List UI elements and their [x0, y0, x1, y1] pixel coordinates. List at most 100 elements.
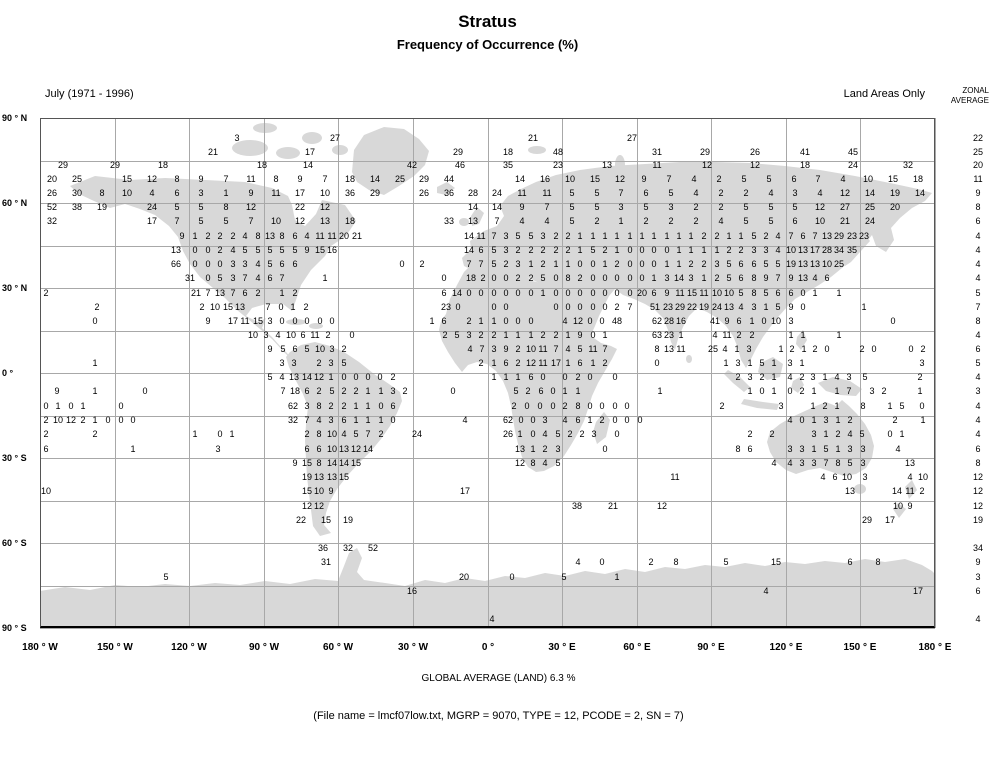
grid-value: 7	[265, 302, 271, 312]
grid-value: 1	[503, 330, 509, 340]
grid-value: 10	[564, 174, 576, 184]
grid-value: 2	[565, 231, 571, 241]
grid-value: 18	[344, 174, 356, 184]
grid-value: 12	[301, 501, 313, 511]
grid-value: 0	[612, 401, 618, 411]
grid-value: 0	[787, 386, 793, 396]
grid-value: 12	[514, 458, 526, 468]
grid-value: 3	[763, 245, 769, 255]
grid-value: 0	[466, 288, 472, 298]
grid-value: 0	[639, 259, 645, 269]
grid-value: 3	[555, 444, 561, 454]
grid-value: 13	[844, 486, 856, 496]
grid-value: 15	[338, 472, 350, 482]
grid-value: 8	[255, 231, 261, 241]
eurasia-shape	[470, 162, 932, 368]
grid-value: 20	[458, 572, 470, 582]
grid-value: 0	[577, 259, 583, 269]
grid-value: 3	[746, 344, 752, 354]
grid-value: 3	[515, 259, 521, 269]
grid-value: 2	[917, 372, 923, 382]
grid-value: 5	[569, 188, 575, 198]
grid-value: 4	[565, 344, 571, 354]
grid-value: 7	[666, 174, 672, 184]
grid-value: 8	[751, 288, 757, 298]
grid-value: 0	[503, 273, 509, 283]
lon-gridline	[935, 118, 936, 628]
grid-value: 4	[242, 231, 248, 241]
grid-value: 10	[40, 486, 52, 496]
grid-value: 7	[815, 174, 821, 184]
grid-value: 5	[766, 174, 772, 184]
sumatra-shape	[724, 370, 750, 392]
grid-value: 4	[775, 231, 781, 241]
grid-value: 10	[314, 344, 326, 354]
grid-value: 2	[478, 330, 484, 340]
grid-value: 9	[664, 288, 670, 298]
grid-value: 10	[209, 302, 221, 312]
grid-value: 2	[769, 429, 775, 439]
grid-value: 4	[722, 344, 728, 354]
grid-value: 1	[353, 415, 359, 425]
grid-value: 10	[52, 415, 64, 425]
grid-value: 10	[785, 245, 797, 255]
zonal-average-value: 34	[972, 543, 984, 553]
grid-value: 5	[279, 245, 285, 255]
grid-value: 1	[378, 386, 384, 396]
grid-value: 0	[530, 415, 536, 425]
grid-value: 1	[747, 358, 753, 368]
grid-value: 2	[749, 330, 755, 340]
grid-value: 19	[96, 202, 108, 212]
grid-value: 23	[846, 231, 858, 241]
grid-value: 0	[365, 372, 371, 382]
grid-value: 12	[146, 174, 158, 184]
grid-value: 38	[71, 202, 83, 212]
grid-value: 2	[491, 330, 497, 340]
grid-value: 0	[353, 372, 359, 382]
grid-value: 17	[227, 316, 239, 326]
grid-value: 0	[602, 288, 608, 298]
grid-value: 3	[215, 444, 221, 454]
grid-value: 1	[565, 358, 571, 368]
grid-value: 4	[787, 458, 793, 468]
grid-value: 9	[503, 344, 509, 354]
grid-value: 22	[294, 202, 306, 212]
grid-value: 8	[673, 557, 679, 567]
grid-value: 0	[614, 288, 620, 298]
grid-value: 2	[920, 344, 926, 354]
grid-value: 4	[691, 174, 697, 184]
lon-axis-label: 0 °	[481, 642, 495, 653]
zonal-average-value: 5	[975, 288, 981, 298]
grid-value: 2	[316, 358, 322, 368]
grid-value: 2	[525, 386, 531, 396]
grid-value: 5	[862, 372, 868, 382]
zonal-average-value: 6	[975, 444, 981, 454]
grid-value: 9	[54, 386, 60, 396]
grid-value: 0	[530, 429, 536, 439]
grid-value: 0	[919, 401, 925, 411]
grid-value: 17	[459, 486, 471, 496]
grid-value: 5	[454, 330, 460, 340]
grid-value: 3	[267, 316, 273, 326]
grid-value: 1	[92, 358, 98, 368]
grid-value: 2	[718, 188, 724, 198]
grid-value: 5	[267, 259, 273, 269]
grid-value: 1	[627, 231, 633, 241]
grid-value: 27	[626, 133, 638, 143]
grid-value: 7	[544, 202, 550, 212]
grid-value: 14	[467, 202, 479, 212]
grid-value: 3	[811, 429, 817, 439]
grid-value: 17	[809, 245, 821, 255]
grid-value: 0	[562, 372, 568, 382]
grid-value: 2	[466, 316, 472, 326]
grid-value: 7	[627, 302, 633, 312]
grid-value: 5	[577, 344, 583, 354]
grid-value: 4	[275, 330, 281, 340]
grid-value: 1	[639, 231, 645, 241]
lat-gridline	[40, 288, 935, 289]
grid-value: 0	[205, 245, 211, 255]
grid-value: 1	[491, 358, 497, 368]
grid-value: 5	[267, 372, 273, 382]
grid-value: 13	[338, 444, 350, 454]
grid-value: 4	[255, 273, 261, 283]
